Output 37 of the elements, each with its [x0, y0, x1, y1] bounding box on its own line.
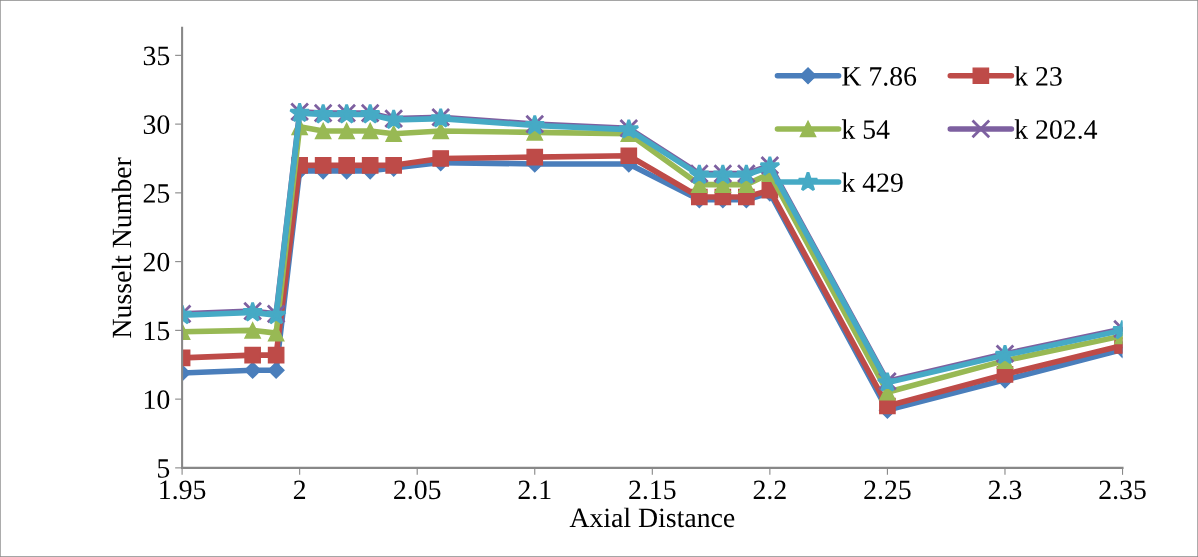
point [361, 122, 379, 140]
x-tick-label: 2.15 [629, 480, 676, 500]
x-axis-title: Axial Distance [569, 507, 735, 528]
y-tick-label: 30 [143, 115, 170, 135]
x-tick-label: 2.1 [518, 480, 551, 500]
point [361, 157, 379, 174]
point [314, 157, 332, 174]
point [244, 322, 261, 339]
y-tick-label: 5 [158, 459, 170, 478]
x-tick-label: 1.95 [160, 480, 206, 500]
legend-label: k 429 [841, 172, 903, 193]
legend-label: k 202.4 [1014, 119, 1098, 140]
y-tick-label: 15 [144, 321, 170, 341]
y-tick-label: 20 [143, 252, 170, 272]
point [244, 346, 261, 364]
point [267, 346, 285, 364]
y-tick-label: 25 [143, 184, 170, 203]
point [432, 150, 450, 167]
point [267, 361, 285, 379]
x-tick-label: 2.3 [988, 480, 1022, 500]
x-tick-label: 2.35 [1099, 480, 1146, 500]
point [620, 147, 638, 165]
legend-label: K 7.86 [842, 67, 917, 86]
x-tick-label: 2.05 [394, 480, 441, 500]
x-tick-label: 2.2 [753, 480, 786, 500]
y-tick-label: 10 [144, 390, 170, 410]
y-tick-label: 35 [143, 46, 170, 66]
legend-label: k 54 [841, 119, 890, 139]
point [385, 125, 403, 143]
point [338, 122, 356, 140]
y-axis-title: Nusselt Number [111, 157, 132, 338]
legend-label: k 23 [1014, 66, 1062, 86]
point [338, 157, 356, 174]
point [526, 148, 544, 166]
x-tick-label: 2.25 [864, 480, 911, 500]
point [314, 122, 332, 140]
x-tick-label: 2 [293, 480, 306, 499]
